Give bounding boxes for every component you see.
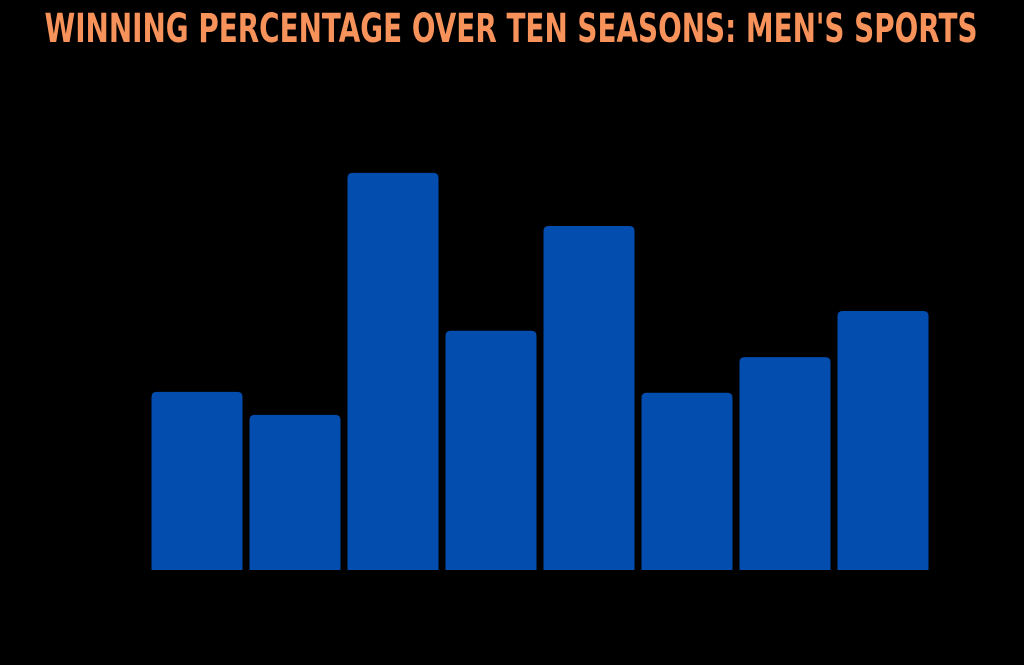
- bar: [445, 330, 537, 570]
- bar: [151, 391, 243, 570]
- bar: [347, 172, 439, 570]
- bar: [837, 311, 929, 570]
- bar: [543, 225, 635, 570]
- chart-title: WINNING PERCENTAGE OVER TEN SEASONS: MEN…: [45, 6, 978, 52]
- bar: [739, 357, 831, 570]
- bar: [249, 414, 341, 570]
- bar: [641, 392, 733, 570]
